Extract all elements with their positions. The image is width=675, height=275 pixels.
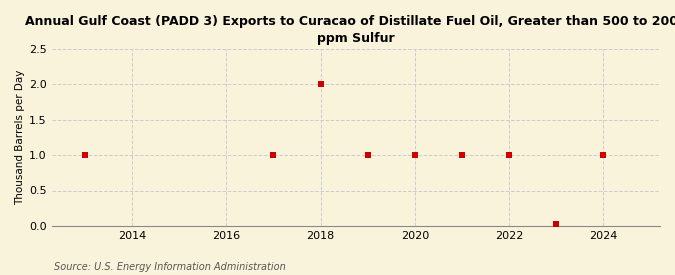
Point	[456, 153, 467, 157]
Point	[315, 82, 326, 87]
Point	[410, 153, 421, 157]
Text: Source: U.S. Energy Information Administration: Source: U.S. Energy Information Administ…	[54, 262, 286, 272]
Y-axis label: Thousand Barrels per Day: Thousand Barrels per Day	[15, 70, 25, 205]
Point	[551, 222, 562, 227]
Point	[268, 153, 279, 157]
Point	[362, 153, 373, 157]
Point	[80, 153, 90, 157]
Title: Annual Gulf Coast (PADD 3) Exports to Curacao of Distillate Fuel Oil, Greater th: Annual Gulf Coast (PADD 3) Exports to Cu…	[25, 15, 675, 45]
Point	[504, 153, 514, 157]
Point	[598, 153, 609, 157]
